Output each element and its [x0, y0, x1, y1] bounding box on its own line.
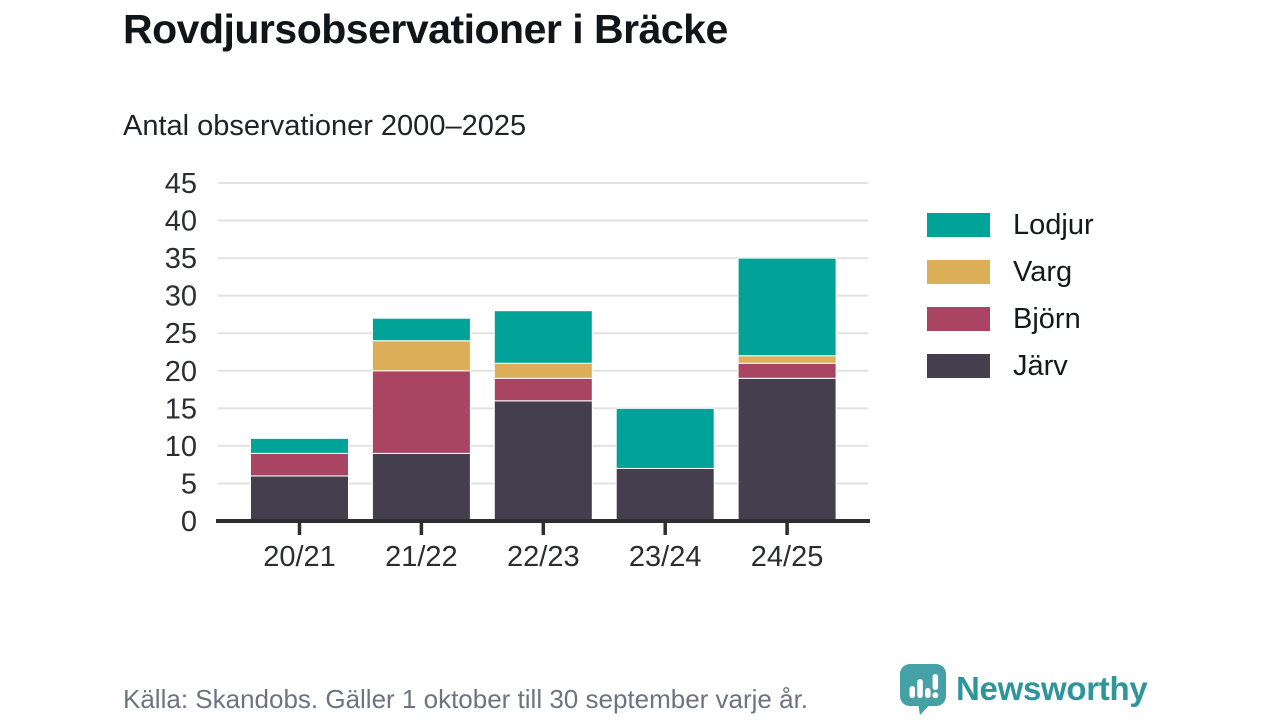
- bar-segment-järv-23-24: [615, 467, 715, 522]
- newsworthy-logo: Newsworthy: [899, 663, 1148, 715]
- bar-segment-varg-21-22: [371, 340, 471, 372]
- legend-label-järv: Järv: [1013, 349, 1068, 382]
- y-tick-label: 15: [165, 393, 197, 425]
- legend-item-järv: Järv: [927, 350, 1094, 382]
- chart-title: Rovdjursobservationer i Bräcke: [123, 6, 728, 52]
- chart-subtitle: Antal observationer 2000–2025: [123, 110, 527, 142]
- legend-label-lodjur: Lodjur: [1013, 208, 1094, 241]
- newsworthy-icon: [900, 664, 946, 715]
- legend-item-lodjur: Lodjur: [927, 209, 1094, 241]
- legend-label-varg: Varg: [1013, 255, 1073, 288]
- bar-segment-lodjur-23-24: [615, 407, 715, 469]
- bar-segment-järv-21-22: [371, 452, 471, 522]
- newsworthy-wordmark: Newsworthy: [956, 670, 1148, 707]
- bar-segment-björn-22-23: [493, 377, 593, 402]
- legend-item-björn: Björn: [927, 303, 1094, 335]
- bar-segment-järv-24-25: [737, 377, 837, 522]
- y-tick-label: 10: [165, 431, 197, 463]
- bar-segment-varg-22-23: [493, 362, 593, 379]
- x-tick-label: 22/23: [507, 541, 580, 573]
- bar-segment-lodjur-20-21: [250, 437, 349, 454]
- bar-segment-björn-21-22: [371, 370, 471, 454]
- legend-swatch-varg: [927, 260, 990, 284]
- legend-swatch-björn: [927, 307, 990, 331]
- legend-label-björn: Björn: [1013, 302, 1081, 335]
- y-tick-label: 25: [165, 318, 197, 350]
- y-tick-label: 45: [165, 168, 197, 200]
- legend-swatch-järv: [927, 354, 990, 378]
- source-note: Källa: Skandobs. Gäller 1 oktober till 3…: [123, 684, 809, 714]
- x-tick-label: 23/24: [629, 541, 702, 573]
- x-tick-label: 21/22: [385, 541, 458, 573]
- bar-segment-björn-24-25: [737, 362, 837, 379]
- legend-item-varg: Varg: [927, 256, 1094, 288]
- bar-segment-lodjur-24-25: [737, 257, 837, 357]
- y-tick-label: 5: [181, 468, 197, 500]
- y-tick-label: 0: [181, 506, 197, 538]
- x-tick-label: 20/21: [263, 541, 336, 573]
- bar-segment-lodjur-22-23: [493, 310, 593, 364]
- y-tick-label: 30: [165, 281, 197, 313]
- bar-segment-lodjur-21-22: [371, 317, 471, 342]
- y-tick-label: 20: [165, 356, 197, 388]
- bar-segment-järv-20-21: [250, 475, 349, 522]
- y-tick-label: 35: [165, 243, 197, 275]
- bar-segment-björn-20-21: [250, 452, 349, 477]
- bar-segment-järv-22-23: [493, 400, 593, 522]
- x-tick-label: 24/25: [751, 541, 824, 573]
- chart-legend: Lodjur Varg Björn Järv: [927, 209, 1094, 401]
- legend-swatch-lodjur: [927, 213, 990, 237]
- bar-segment-varg-24-25: [737, 355, 837, 364]
- y-tick-label: 40: [165, 206, 197, 238]
